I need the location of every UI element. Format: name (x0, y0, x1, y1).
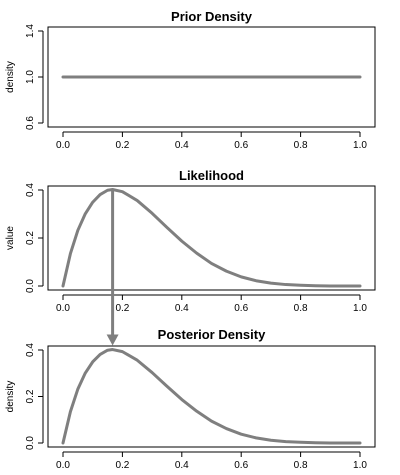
panel-3: Posterior Density density 0.0 0.2 0.4 0.6 0.8 1… (5, 327, 376, 471)
x-tick-label: 1.0 (353, 140, 367, 151)
y-tick-label: 0.0 (25, 436, 36, 450)
x-tick-label: 0.8 (294, 140, 308, 151)
plot-frame (47, 345, 376, 448)
y-tick-label: 1.4 (25, 24, 36, 38)
x-tick-label: 0.8 (294, 460, 308, 471)
panel-2: Likelihood value 0.0 0.2 0.4 0.6 0.8 1.0 0.0 0.2 0… (5, 168, 376, 314)
y-tick-label: 0.2 (25, 389, 36, 403)
x-tick-label: 0.6 (234, 460, 248, 471)
x-tick-label: 1.0 (353, 303, 367, 314)
chart-title: Posterior Density (158, 327, 266, 342)
x-tick-label: 0.8 (294, 303, 308, 314)
x-tick-label: 0.6 (234, 140, 248, 151)
x-tick-label: 1.0 (353, 460, 367, 471)
chart-title: Likelihood (179, 168, 244, 183)
x-tick-label: 0.4 (175, 460, 189, 471)
x-tick-label: 0.2 (115, 460, 129, 471)
density-curve (61, 348, 362, 445)
x-tick-label: 0.6 (234, 303, 248, 314)
arrow-head-icon (106, 334, 119, 346)
x-tick-label: 0.4 (175, 303, 189, 314)
y-tick-label: 0.4 (25, 343, 36, 357)
y-axis-label: value (5, 226, 16, 250)
x-tick-label: 0.4 (175, 140, 189, 151)
x-tick-label: 0.2 (115, 303, 129, 314)
panel-1: Prior Density density 0.0 0.2 0.4 0.6 0.8 1.0 0.… (5, 9, 376, 151)
y-tick-label: 0.4 (25, 183, 36, 197)
plot-frame (47, 26, 376, 128)
x-tick-label: 0.2 (115, 140, 129, 151)
x-tick-label: 0.0 (56, 460, 70, 471)
y-tick-label: 0.0 (25, 279, 36, 293)
chart-title: Prior Density (171, 9, 253, 24)
y-tick-label: 0.2 (25, 231, 36, 245)
y-axis-label: density (5, 381, 16, 413)
y-tick-label: 0.6 (25, 116, 36, 130)
plot-frame (47, 185, 376, 291)
x-tick-label: 0.0 (56, 303, 70, 314)
y-tick-label: 1.0 (25, 70, 36, 84)
density-curve (61, 188, 362, 288)
y-axis-label: density (5, 61, 16, 93)
x-tick-label: 0.0 (56, 140, 70, 151)
